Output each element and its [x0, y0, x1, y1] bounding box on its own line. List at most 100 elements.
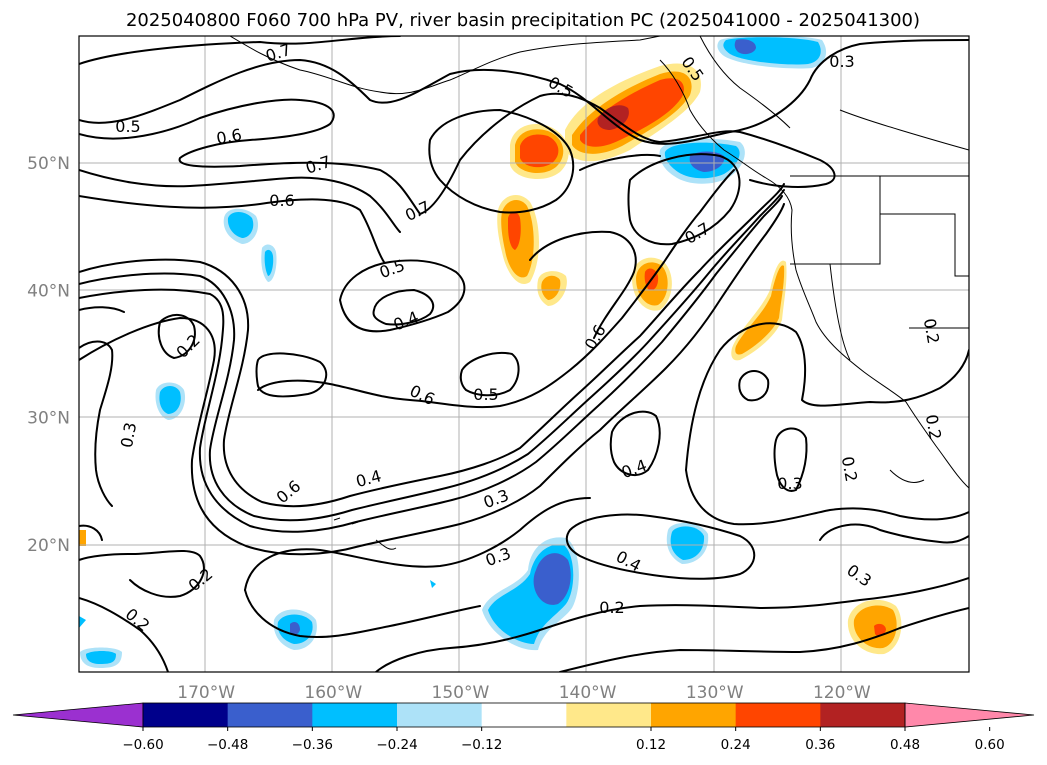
negative-anomaly — [290, 622, 300, 635]
pv-contour — [375, 577, 969, 672]
colorbar-segment — [227, 703, 313, 727]
contour-label: 0.2 — [838, 455, 861, 483]
contour-label: 0.5 — [115, 117, 140, 136]
positive-anomaly — [508, 212, 521, 250]
negative-anomaly — [533, 553, 571, 605]
gridlines — [79, 36, 969, 672]
pv-contour — [79, 340, 114, 507]
pv-contour — [79, 92, 836, 215]
pv-contour — [579, 153, 661, 171]
colorbar-tick-label: 0.24 — [721, 737, 751, 753]
pv-contour — [459, 352, 520, 397]
colorbar-segment — [735, 703, 821, 727]
pv-contour — [428, 109, 575, 214]
pv-contour — [565, 513, 756, 580]
negative-anomaly — [689, 151, 725, 172]
negative-anomaly — [86, 651, 116, 664]
positive-anomaly — [520, 134, 559, 168]
pv-contour — [79, 183, 785, 508]
pv-contour — [773, 427, 808, 492]
pv-contour — [559, 607, 969, 672]
longitude-labels: 170°W 160°W 150°W 140°W 130°W 120°W — [177, 683, 871, 703]
positive-anomaly — [735, 265, 785, 355]
contour-label: 0.2 — [599, 598, 624, 617]
negative-anomaly — [227, 212, 254, 238]
contour-label: 0.3 — [829, 52, 854, 71]
colorbar-segment — [312, 703, 398, 727]
pv-contour — [79, 36, 401, 65]
negative-anomaly — [264, 249, 274, 276]
pv-contour — [157, 314, 196, 359]
colorbar-tick-label: −0.36 — [292, 737, 333, 753]
pv-contour — [685, 469, 969, 526]
pv-contour — [819, 523, 969, 544]
longitude-tick-label: 160°W — [304, 683, 362, 703]
colorbar-segment — [651, 703, 737, 727]
figure-title: 2025040800 F060 700 hPa PV, river basin … — [126, 10, 920, 31]
pv-contour — [79, 195, 385, 263]
longitude-tick-label: 140°W — [559, 683, 617, 703]
positive-anomaly — [541, 275, 561, 300]
pv-contour — [79, 597, 169, 672]
negative-anomaly — [430, 580, 436, 588]
precipitation-shading — [79, 36, 902, 668]
pv-contour — [685, 322, 969, 471]
pv-contour — [79, 189, 785, 522]
pv-contour — [244, 589, 481, 639]
contour-label: 0.5 — [473, 385, 498, 404]
pv-contour — [79, 195, 783, 533]
colorbar-tick-label: 0.36 — [805, 737, 835, 753]
pv-contour — [244, 497, 591, 591]
colorbar-segment — [143, 703, 229, 727]
longitude-tick-label: 150°W — [432, 683, 490, 703]
pv-contour — [79, 550, 205, 598]
colorbar-tick-label: −0.12 — [461, 737, 502, 753]
positive-anomaly — [874, 623, 886, 637]
pv-contour — [79, 524, 103, 541]
latitude-labels: 50°N 40°N 30°N 20°N — [27, 154, 70, 556]
pv-contour — [529, 230, 637, 339]
pv-contour — [79, 306, 125, 313]
pv-contour — [627, 153, 741, 246]
latitude-tick-label: 50°N — [27, 154, 70, 174]
colorbar-tick-label: 0.12 — [636, 737, 666, 753]
pv-contour — [255, 352, 328, 398]
negative-anomaly — [670, 526, 705, 560]
pv-contour — [738, 370, 770, 402]
pv-contour — [79, 203, 785, 556]
pv-contour — [609, 410, 661, 477]
colorbar-extend-min — [12, 702, 144, 728]
negative-anomaly — [79, 616, 86, 628]
colorbar-tick-label: 0.48 — [890, 737, 920, 753]
longitude-tick-label: 170°W — [177, 683, 235, 703]
colorbar-segment — [481, 703, 567, 727]
colorbar-tick-label: −0.48 — [207, 737, 248, 753]
colorbar-segment — [397, 703, 483, 727]
colorbar-frame — [142, 702, 906, 728]
contour-label: 0.3 — [117, 421, 140, 449]
pv-contours — [79, 36, 969, 672]
colorbar-tick-label: 0.60 — [975, 737, 1005, 753]
colorbar-tick-label: −0.60 — [122, 737, 163, 753]
longitude-tick-label: 130°W — [686, 683, 744, 703]
colorbar: −0.60 −0.48 −0.36 −0.24 −0.12 0.12 0.24 0.36 0.4… — [12, 702, 1035, 753]
contour-label: 0.2 — [920, 317, 943, 345]
latitude-tick-label: 20°N — [27, 536, 70, 556]
positive-anomaly — [79, 530, 86, 546]
pv-contour — [257, 169, 735, 409]
contour-label: 0.3 — [777, 474, 802, 493]
pv-contour — [79, 39, 969, 145]
colorbar-extend-max — [904, 702, 1035, 728]
negative-anomaly — [159, 386, 181, 414]
pv-contour — [372, 289, 435, 326]
pv-contour — [339, 259, 466, 333]
longitude-tick-label: 120°W — [813, 683, 871, 703]
colorbar-segment — [566, 703, 652, 727]
positive-anomaly-bc — [580, 78, 684, 147]
map-area: 0.7 0.5 0.6 0.7 0.6 0.5 0.3 0.5 0.7 0.5 … — [79, 36, 969, 672]
colorbar-segment — [820, 703, 906, 727]
contour-label: 0.2 — [922, 413, 945, 441]
map-frame — [78, 35, 970, 673]
latitude-tick-label: 30°N — [27, 409, 70, 429]
contour-label: 0.6 — [269, 191, 294, 210]
